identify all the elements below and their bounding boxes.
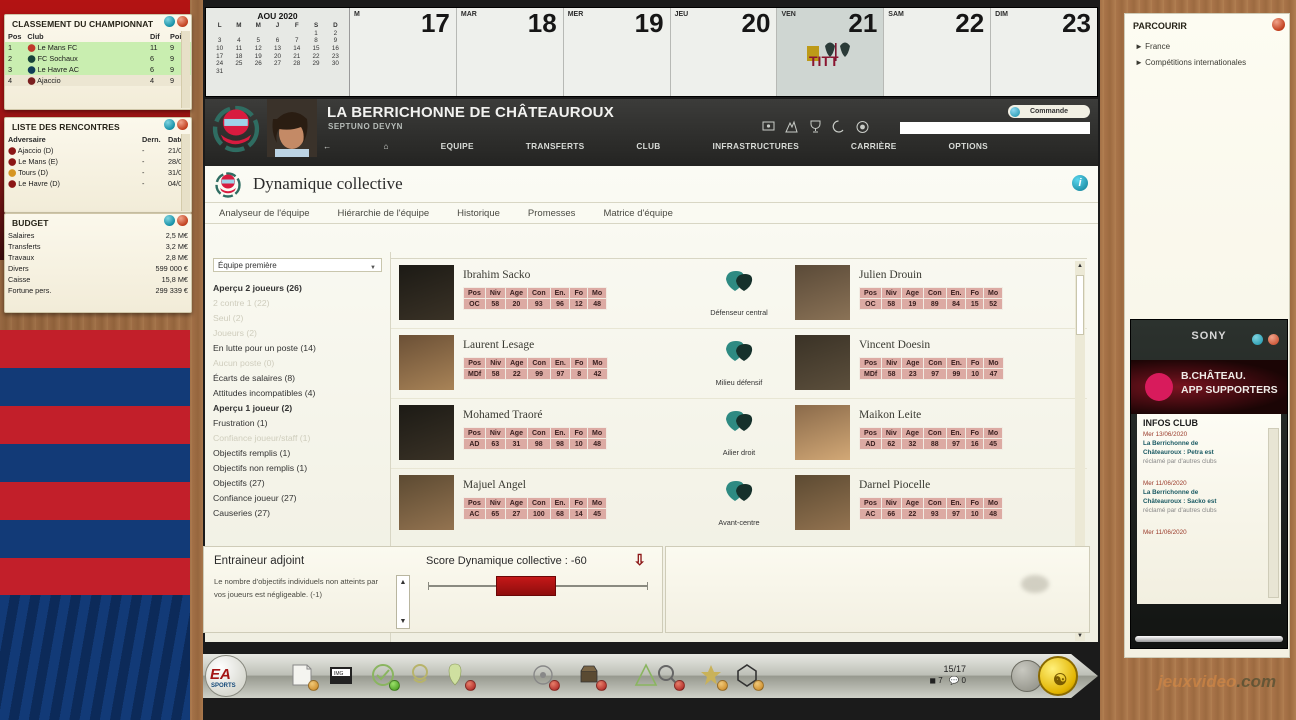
svg-text:SPORTS: SPORTS — [211, 683, 236, 689]
svg-text:EA: EA — [210, 666, 231, 683]
svg-text:☯: ☯ — [1053, 672, 1067, 689]
svg-text:IMG: IMG — [334, 671, 344, 677]
svg-text:TITT: TITT — [809, 53, 839, 69]
